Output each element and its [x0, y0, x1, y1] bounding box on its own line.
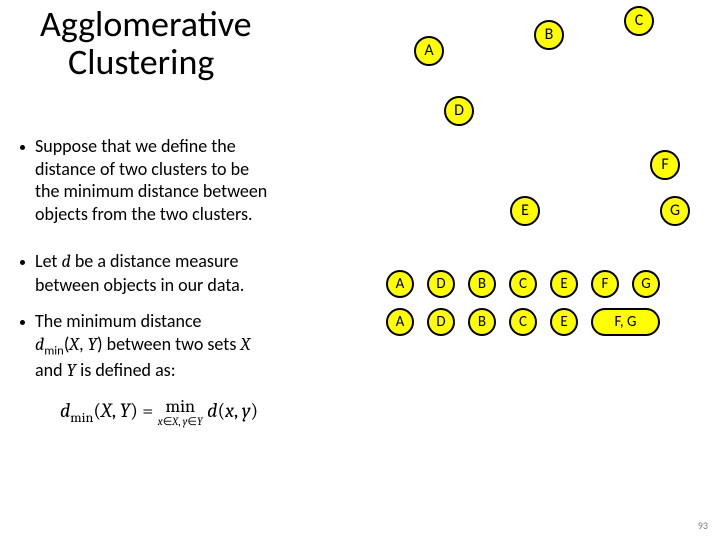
bullet-text: The minimum distancedmin(X, Y) between t… — [35, 310, 250, 382]
sequence-node: E — [550, 308, 578, 336]
sequence-row: ADBCEFG — [386, 270, 660, 298]
bullet-dot — [20, 260, 25, 265]
page-number: 93 — [698, 519, 708, 532]
scatter-node-D: D — [444, 96, 474, 126]
scatter-node-B: B — [534, 20, 564, 50]
scatter-node-C: C — [624, 6, 654, 36]
sequence-node: A — [386, 270, 414, 298]
sequence-node: C — [509, 270, 537, 298]
bullet-text: Let d be a distance measurebetween objec… — [35, 250, 244, 296]
sequence-node: C — [509, 308, 537, 336]
bullet-item: The minimum distancedmin(X, Y) between t… — [20, 310, 330, 382]
bullet-item: Suppose that we define thedistance of tw… — [20, 135, 330, 225]
title-line2: Clustering — [40, 44, 214, 82]
scatter-node-G: G — [660, 196, 690, 226]
bullet-dot — [20, 320, 25, 325]
bullet-item: Let d be a distance measurebetween objec… — [20, 250, 330, 296]
scatter-node-F: F — [650, 150, 680, 180]
slide-title: Agglomerative Clustering — [40, 6, 252, 82]
bullet-text: Suppose that we define thedistance of tw… — [35, 135, 267, 225]
sequence-node: G — [632, 270, 660, 298]
sequence-node: F, G — [591, 308, 660, 336]
sequence-node: A — [386, 308, 414, 336]
sequence-node: B — [468, 308, 496, 336]
sequence-row: ADBCE F, G — [386, 308, 660, 336]
scatter-node-E: E — [510, 196, 540, 226]
sequence-node: D — [427, 308, 455, 336]
formula-dmin: dmin(X, Y) = minx∈X, y∈Y d(x, y) — [60, 398, 258, 427]
sequence-node: F — [591, 270, 619, 298]
slide: { "title": { "line1": "Agglomerative", "… — [0, 0, 720, 540]
scatter-node-A: A — [414, 36, 444, 66]
sequence-node: B — [468, 270, 496, 298]
sequence-node: D — [427, 270, 455, 298]
sequence-node: E — [550, 270, 578, 298]
bullet-dot — [20, 145, 25, 150]
